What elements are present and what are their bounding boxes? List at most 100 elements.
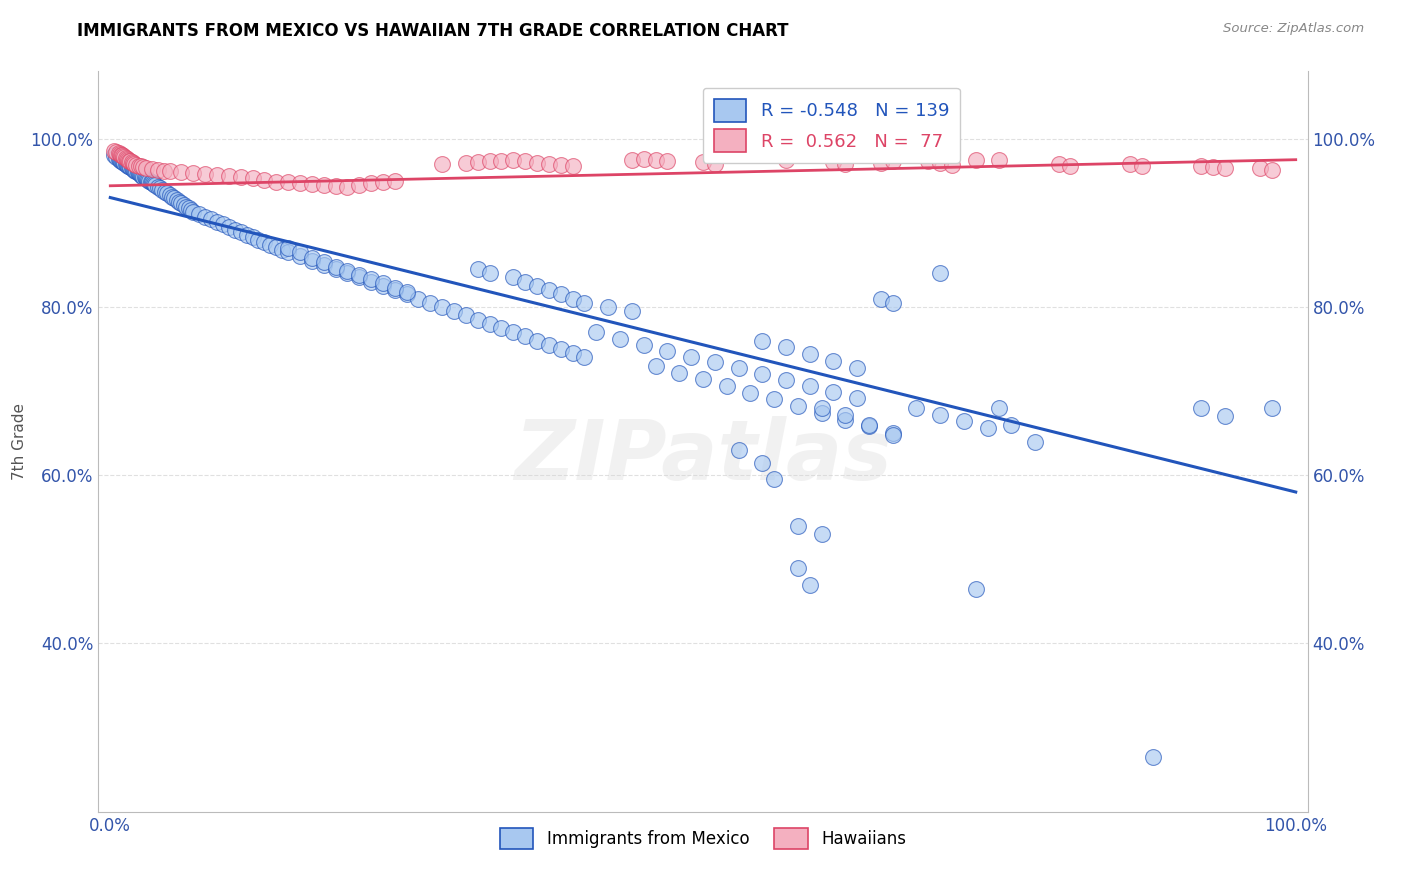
- Point: [1213, 161, 1236, 175]
- Point: [561, 346, 583, 360]
- Point: [810, 406, 832, 420]
- Point: [110, 147, 132, 161]
- Point: [224, 222, 246, 236]
- Point: [277, 241, 299, 255]
- Point: [128, 166, 150, 180]
- Point: [526, 279, 548, 293]
- Point: [443, 304, 465, 318]
- Point: [177, 202, 200, 216]
- Point: [858, 419, 880, 434]
- Point: [1261, 162, 1284, 177]
- Point: [371, 277, 394, 291]
- Point: [128, 159, 150, 173]
- Point: [727, 361, 749, 376]
- Point: [502, 270, 524, 285]
- Point: [751, 334, 773, 348]
- Point: [138, 174, 160, 188]
- Point: [965, 153, 987, 167]
- Point: [181, 166, 204, 180]
- Point: [668, 366, 690, 380]
- Point: [775, 340, 797, 354]
- Point: [124, 163, 146, 178]
- Point: [478, 317, 501, 331]
- Point: [988, 401, 1011, 415]
- Point: [114, 157, 136, 171]
- Point: [205, 215, 228, 229]
- Point: [134, 170, 156, 185]
- Point: [242, 171, 264, 186]
- Point: [633, 152, 655, 166]
- Point: [858, 417, 880, 432]
- Point: [786, 560, 808, 574]
- Point: [136, 173, 159, 187]
- Point: [574, 295, 596, 310]
- Point: [127, 165, 149, 179]
- Point: [751, 456, 773, 470]
- Point: [929, 266, 952, 280]
- Point: [905, 401, 928, 415]
- Point: [271, 243, 294, 257]
- Point: [419, 295, 441, 310]
- Text: IMMIGRANTS FROM MEXICO VS HAWAIIAN 7TH GRADE CORRELATION CHART: IMMIGRANTS FROM MEXICO VS HAWAIIAN 7TH G…: [77, 22, 789, 40]
- Point: [810, 401, 832, 415]
- Point: [395, 287, 418, 301]
- Point: [218, 169, 240, 183]
- Point: [135, 161, 157, 175]
- Point: [312, 178, 335, 192]
- Point: [1202, 161, 1225, 175]
- Point: [122, 157, 145, 171]
- Point: [253, 173, 276, 187]
- Point: [117, 153, 139, 167]
- Point: [454, 156, 477, 170]
- Point: [502, 325, 524, 339]
- Point: [929, 156, 952, 170]
- Point: [526, 156, 548, 170]
- Point: [253, 235, 276, 249]
- Point: [834, 408, 856, 422]
- Point: [598, 300, 620, 314]
- Point: [152, 183, 174, 197]
- Point: [312, 255, 335, 269]
- Point: [561, 159, 583, 173]
- Point: [371, 279, 394, 293]
- Point: [491, 153, 513, 168]
- Point: [120, 154, 142, 169]
- Point: [585, 325, 607, 339]
- Point: [703, 355, 725, 369]
- Point: [478, 266, 501, 280]
- Point: [786, 518, 808, 533]
- Point: [763, 392, 786, 407]
- Point: [882, 427, 904, 442]
- Point: [105, 150, 128, 164]
- Point: [1213, 409, 1236, 424]
- Point: [173, 198, 195, 212]
- Point: [107, 145, 129, 160]
- Point: [775, 373, 797, 387]
- Point: [537, 338, 560, 352]
- Point: [277, 245, 299, 260]
- Point: [188, 207, 211, 221]
- Point: [491, 321, 513, 335]
- Point: [1059, 159, 1081, 173]
- Point: [159, 188, 181, 202]
- Point: [277, 176, 299, 190]
- Point: [823, 155, 845, 169]
- Point: [163, 191, 186, 205]
- Point: [288, 250, 311, 264]
- Point: [882, 426, 904, 441]
- Point: [1249, 161, 1271, 175]
- Point: [526, 334, 548, 348]
- Point: [301, 177, 323, 191]
- Point: [259, 237, 281, 252]
- Point: [111, 154, 134, 169]
- Point: [180, 203, 202, 218]
- Point: [174, 200, 197, 214]
- Point: [467, 155, 489, 169]
- Point: [384, 280, 406, 294]
- Point: [166, 193, 188, 207]
- Point: [132, 161, 155, 175]
- Point: [112, 155, 135, 169]
- Point: [121, 156, 143, 170]
- Point: [467, 262, 489, 277]
- Point: [515, 154, 537, 169]
